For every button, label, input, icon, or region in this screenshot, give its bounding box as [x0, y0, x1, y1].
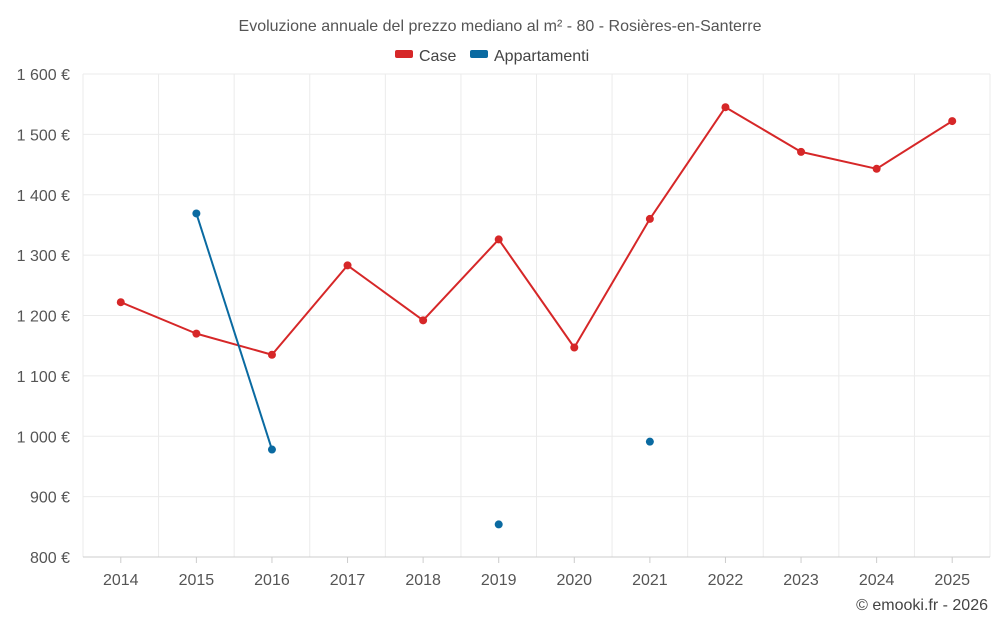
- data-point-case[interactable]: [419, 316, 428, 325]
- x-tick-label: 2018: [405, 572, 441, 589]
- y-tick-label: 1 200 €: [17, 309, 70, 326]
- data-point-case[interactable]: [192, 329, 201, 338]
- series-appartamenti: [192, 209, 654, 529]
- data-point-case[interactable]: [494, 235, 503, 244]
- data-point-case[interactable]: [948, 117, 957, 126]
- y-tick-label: 1 400 €: [17, 188, 70, 205]
- y-tick-label: 900 €: [30, 490, 70, 507]
- legend-item-case[interactable]: Case: [395, 48, 456, 65]
- series-case: [116, 103, 957, 359]
- grid: [82, 73, 991, 557]
- y-tick-label: 1 000 €: [17, 429, 70, 446]
- data-point-appartamenti[interactable]: [494, 520, 503, 529]
- series: [116, 103, 957, 529]
- y-tick-label: 1 500 €: [17, 127, 70, 144]
- x-tick-label: 2022: [708, 572, 744, 589]
- legend-swatch-appartamenti: [470, 50, 488, 58]
- x-tick-label: 2023: [783, 572, 819, 589]
- x-tick-label: 2025: [934, 572, 970, 589]
- data-point-case[interactable]: [570, 343, 579, 352]
- data-point-case[interactable]: [267, 350, 276, 359]
- legend-label-case: Case: [419, 48, 456, 65]
- legend-swatch-case: [395, 50, 413, 58]
- data-point-case[interactable]: [343, 261, 352, 270]
- data-point-appartamenti[interactable]: [645, 437, 654, 446]
- x-tick-label: 2020: [556, 572, 592, 589]
- series-line-appartamenti: [195, 213, 273, 450]
- y-axis-ticks: 800 € 900 € 1 000 € 1 100 € 1 200 € 1 300 € 1 …: [17, 67, 70, 567]
- credit-text: © emooki.fr - 2026: [856, 597, 988, 614]
- data-point-case[interactable]: [721, 103, 730, 112]
- x-tick-label: 2019: [481, 572, 517, 589]
- data-point-case[interactable]: [116, 298, 125, 307]
- data-point-case[interactable]: [872, 164, 881, 173]
- y-tick-label: 1 100 €: [17, 369, 70, 386]
- y-tick-label: 800 €: [30, 550, 70, 567]
- data-point-case[interactable]: [797, 147, 806, 156]
- x-tick-label: 2016: [254, 572, 290, 589]
- y-tick-label: 1 300 €: [17, 248, 70, 265]
- data-point-appartamenti[interactable]: [192, 209, 201, 218]
- x-tick-label: 2024: [859, 572, 895, 589]
- chart-title: Evoluzione annuale del prezzo mediano al…: [239, 18, 762, 35]
- x-tick-label: 2017: [330, 572, 366, 589]
- legend-label-appartamenti: Appartamenti: [494, 48, 589, 65]
- x-axis-ticks: 2014 2015 2016 2017 2018 2019 2020 2021 2022 2023…: [103, 557, 970, 589]
- data-point-case[interactable]: [645, 214, 654, 223]
- data-point-appartamenti[interactable]: [267, 445, 276, 454]
- x-tick-label: 2015: [179, 572, 215, 589]
- x-tick-label: 2014: [103, 572, 139, 589]
- legend-item-appartamenti[interactable]: Appartamenti: [470, 48, 589, 65]
- y-tick-label: 1 600 €: [17, 67, 70, 84]
- legend: Case Appartamenti: [395, 48, 589, 65]
- series-line-case: [120, 106, 953, 356]
- x-tick-label: 2021: [632, 572, 668, 589]
